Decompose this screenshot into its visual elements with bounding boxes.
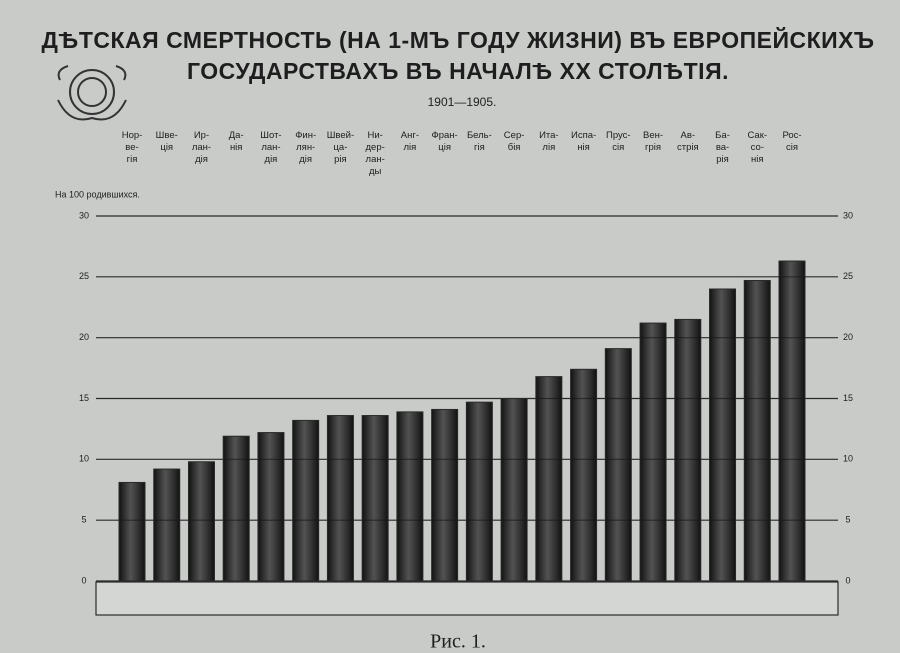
x-tick-label: Ир-лан-дія (192, 130, 211, 165)
x-tick-label: Ни-дер-лан-ды (366, 130, 385, 177)
x-tick-label: Шот-лан-дія (260, 130, 281, 165)
bar (535, 376, 563, 582)
x-tick-label: Испа-нія (571, 130, 596, 153)
x-tick-label: Бель-гія (467, 130, 492, 153)
y-tick-label: 25 (79, 271, 89, 281)
bar (743, 279, 771, 582)
x-tick-label: Сер-бія (504, 130, 525, 153)
bar (639, 322, 667, 582)
bar (778, 260, 806, 582)
x-tick-label: Вен-грія (643, 130, 663, 153)
y-tick-label-right: 5 (845, 515, 850, 525)
bar (604, 348, 632, 582)
x-tick-label: Фин-лян-дія (295, 130, 316, 165)
bar (674, 318, 702, 582)
bar (570, 368, 598, 582)
chart-subtitle: 1901—1905. (428, 95, 497, 109)
chart-title: ДѢТСКАЯ СМЕРТНОСТЬ (НА 1-МЪ ГОДУ ЖИЗНИ) … (41, 26, 874, 84)
y-tick-label-right: 15 (843, 393, 853, 403)
x-tick-label: Ав-стрія (677, 130, 699, 153)
x-tick-label: Фран-ція (432, 130, 458, 153)
x-tick-label: Рос-сія (782, 130, 801, 153)
base-box (95, 581, 839, 616)
y-tick-label: 30 (79, 210, 89, 220)
y-tick-label: 10 (79, 454, 89, 464)
bar (326, 415, 354, 582)
bar (431, 408, 459, 582)
y-tick-label-right: 30 (843, 210, 853, 220)
x-tick-label: Ита-лія (539, 130, 559, 153)
y-tick-label-right: 20 (843, 332, 853, 342)
bar (465, 401, 493, 582)
y-tick-label-right: 25 (843, 271, 853, 281)
emblem (57, 65, 127, 121)
y-tick-label-right: 10 (843, 454, 853, 464)
x-tick-label: Прус-сія (606, 130, 631, 153)
x-tick-label: Шве-ція (156, 130, 178, 153)
caption: Рис. 1. (430, 631, 486, 653)
bar (257, 432, 285, 582)
x-tick-label: Анг-лія (401, 130, 419, 153)
x-tick-label: Швей-ца-рія (327, 130, 354, 165)
bar (118, 481, 146, 582)
bar (500, 398, 528, 582)
bar (396, 411, 424, 582)
y-axis-label: На 100 родившихся. (55, 189, 140, 199)
y-tick-label: 0 (81, 575, 86, 585)
bar (292, 419, 320, 582)
bar (361, 415, 389, 582)
y-tick-label: 20 (79, 332, 89, 342)
x-tick-label: Нор-ве-гія (122, 130, 143, 165)
bar (153, 468, 181, 582)
y-tick-label: 15 (79, 393, 89, 403)
x-tick-label: Ба-ва-рія (715, 130, 730, 165)
y-tick-label-right: 0 (845, 575, 850, 585)
x-tick-label: Сак-со-нія (747, 130, 767, 165)
y-tick-label: 5 (81, 515, 86, 525)
x-tick-label: Да-нія (229, 130, 244, 153)
bar (222, 435, 250, 582)
bar (187, 461, 215, 582)
bar (709, 288, 737, 582)
